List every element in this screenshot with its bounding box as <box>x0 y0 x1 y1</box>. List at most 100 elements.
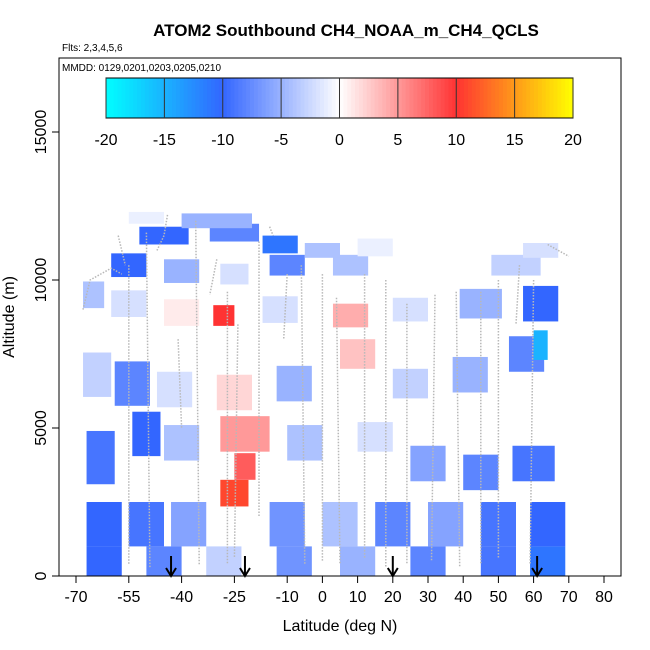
colorbar-swatch <box>561 78 566 118</box>
heatmap-cell <box>171 502 207 547</box>
colorbar-swatch <box>113 78 119 118</box>
heatmap-cell <box>392 297 428 322</box>
colorbar-swatch <box>557 78 562 118</box>
colorbar-swatch <box>312 78 317 118</box>
colorbar-swatch <box>370 78 376 118</box>
heatmap-cell <box>111 290 147 317</box>
colorbar-swatch <box>506 78 512 118</box>
heatmap-cell <box>375 502 411 547</box>
x-tick-label: 50 <box>490 589 508 606</box>
colorbar-swatch <box>487 78 492 118</box>
colorbar-swatch <box>565 78 570 118</box>
colorbar-swatch <box>253 78 259 118</box>
colorbar-swatch <box>148 78 154 118</box>
colorbar-swatch <box>530 78 535 118</box>
x-tick-label: -10 <box>276 589 299 606</box>
colorbar-swatch <box>242 78 247 118</box>
heatmap-cell <box>156 371 193 408</box>
heatmap-cell <box>164 259 200 283</box>
colorbar-swatch <box>335 78 341 118</box>
colorbar-swatch <box>421 78 426 118</box>
x-axis-label: Latitude (deg N) <box>283 618 398 635</box>
colorbar-swatch <box>327 78 333 118</box>
heatmap-cell <box>83 352 112 397</box>
flight-tracks <box>82 214 570 568</box>
heatmap-cell <box>340 339 376 369</box>
heatmap-cell <box>164 425 200 461</box>
colorbar-swatch <box>249 78 255 118</box>
chart-title: ATOM2 Southbound CH4_NOAA_m_CH4_QCLS <box>153 21 539 40</box>
heatmap-cell <box>139 226 189 245</box>
colorbar: -20 -15 -10 -5 0 5 10 15 20 <box>94 77 582 149</box>
colorbar-swatch <box>191 78 197 118</box>
flight-track <box>209 259 218 295</box>
flight-track <box>529 279 535 565</box>
colorbar-swatch <box>238 78 243 118</box>
x-tick-label: 80 <box>595 589 613 606</box>
y-axis-label: Altitude (m) <box>1 276 18 358</box>
heatmap-cell <box>523 285 559 322</box>
colorbar-swatch <box>483 78 488 118</box>
colorbar-swatch <box>464 78 469 118</box>
latitude-arrow <box>386 556 399 578</box>
heatmap-cell <box>276 546 312 576</box>
colorbar-swatch <box>429 78 434 118</box>
heatmap-cell <box>357 422 393 452</box>
heatmap-cell <box>304 243 340 258</box>
colorbar-swatch <box>316 78 321 118</box>
colorbar-swatch <box>401 78 407 118</box>
colorbar-tick-label: -20 <box>94 132 117 149</box>
colorbar-swatch <box>331 78 337 118</box>
heatmap-cell <box>216 374 252 411</box>
heatmap-cell <box>220 416 270 452</box>
colorbar-swatch <box>467 78 473 118</box>
colorbar-swatch <box>358 78 364 118</box>
heatmap-cell <box>132 411 161 457</box>
colorbar-swatch <box>479 78 485 118</box>
colorbar-swatch <box>526 78 531 118</box>
heatmap-cell <box>428 502 464 547</box>
colorbar-swatch <box>444 78 450 118</box>
flight-track <box>430 294 436 562</box>
colorbar-swatch <box>179 78 185 118</box>
colorbar-tick-label: -15 <box>153 132 176 149</box>
colorbar-swatch <box>176 78 181 118</box>
colorbar-swatch <box>195 78 200 118</box>
colorbar-swatch <box>172 78 177 118</box>
heatmap-cell <box>452 356 488 393</box>
colorbar-swatch <box>261 78 267 118</box>
colorbar-swatch <box>452 78 457 118</box>
colorbar-swatch <box>234 78 239 118</box>
heatmap-cell <box>86 430 115 485</box>
colorbar-swatch <box>277 78 282 118</box>
x-tick-label: -25 <box>223 589 246 606</box>
heatmap-cell <box>86 502 122 547</box>
heatmap-cell <box>332 254 369 276</box>
colorbar-swatch <box>156 78 162 118</box>
heatmap-cell <box>269 254 305 276</box>
colorbar-swatch <box>129 78 134 118</box>
colorbar-swatch <box>141 78 146 118</box>
colorbar-swatch <box>265 78 271 118</box>
colorbar-swatch <box>362 78 368 118</box>
colorbar-swatch <box>495 78 500 118</box>
colorbar-swatch <box>288 78 294 118</box>
flight-track <box>194 220 200 565</box>
colorbar-swatch <box>257 78 263 118</box>
x-tick-label: 40 <box>454 589 472 606</box>
colorbar-swatch <box>137 78 142 118</box>
flights-annotation: Flts: 2,3,4,5,6 <box>62 43 123 54</box>
colorbar-tick-label: -5 <box>274 132 288 149</box>
colorbar-swatch <box>323 78 329 118</box>
colorbar-swatch <box>246 78 251 118</box>
latitude-arrow <box>239 556 251 578</box>
colorbar-swatch <box>374 78 380 118</box>
colorbar-tick-label: 5 <box>393 132 402 149</box>
colorbar-swatch <box>339 78 344 118</box>
colorbar-swatch <box>199 78 204 118</box>
colorbar-swatch <box>121 78 127 118</box>
colorbar-swatch <box>390 78 395 118</box>
x-tick-label: 70 <box>560 589 578 606</box>
colorbar-swatch <box>502 78 508 118</box>
heatmap-cell <box>530 546 566 576</box>
